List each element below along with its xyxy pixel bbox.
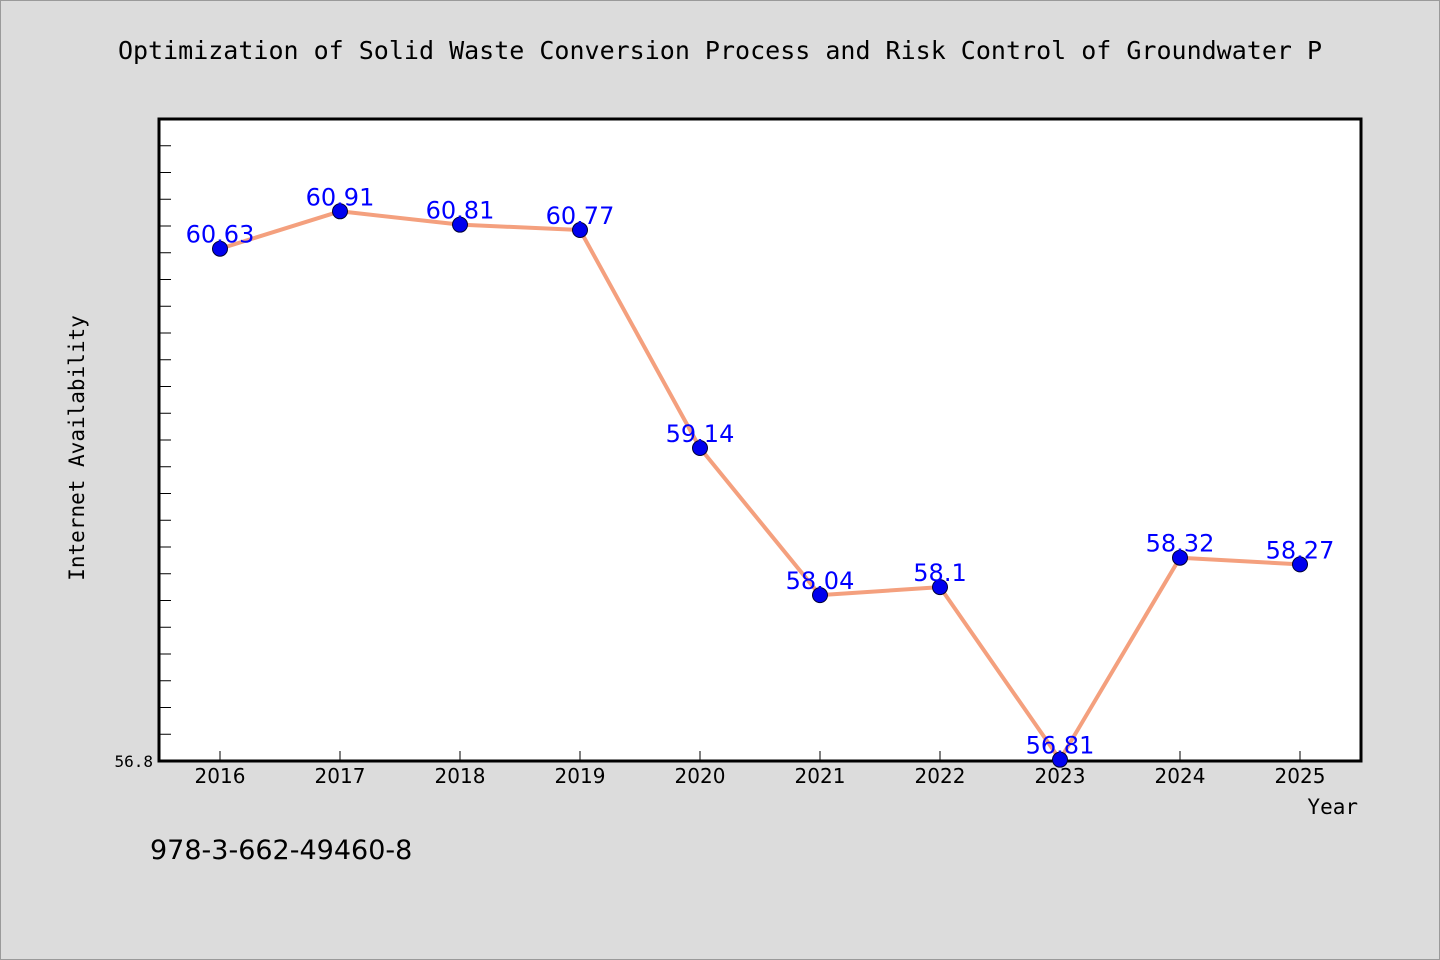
data-label: 56.81 xyxy=(1026,732,1095,760)
data-point xyxy=(812,587,828,604)
data-point xyxy=(452,216,468,233)
x-tick-label: 2021 xyxy=(795,764,846,788)
data-point xyxy=(572,222,588,239)
x-tick-label: 2018 xyxy=(435,764,486,788)
chart-title: Optimization of Solid Waste Conversion P… xyxy=(117,36,1323,65)
data-point xyxy=(212,240,228,257)
isbn-footer: 978-3-662-49460-8 xyxy=(150,835,413,866)
series-line xyxy=(219,209,1301,762)
y-tick-label: 56.8 xyxy=(114,752,153,771)
data-point xyxy=(1052,751,1068,768)
y-axis-ticks: 56.8 xyxy=(114,145,171,771)
plot-area xyxy=(157,117,1363,763)
x-tick-label: 2022 xyxy=(915,764,966,788)
data-label: 58.32 xyxy=(1146,530,1215,558)
y-axis-label: Internet Availability xyxy=(65,315,89,581)
data-point xyxy=(1172,549,1188,566)
data-point xyxy=(932,579,948,596)
data-point xyxy=(332,203,348,220)
x-tick-label: 2020 xyxy=(675,764,726,788)
x-tick-label: 2019 xyxy=(555,764,606,788)
series-group: 60.63 60.91 60.81 60.77 59.14 58.04 58.1 56.81 5… xyxy=(186,183,1335,768)
data-label: 58.27 xyxy=(1266,536,1335,564)
x-tick-label: 2017 xyxy=(315,764,366,788)
x-axis-label: Year xyxy=(1307,795,1358,819)
data-label: 58.04 xyxy=(786,567,855,595)
x-tick-label: 2023 xyxy=(1035,764,1086,788)
x-tick-label: 2016 xyxy=(195,764,246,788)
data-label: 58.1 xyxy=(913,559,966,587)
data-label: 59.14 xyxy=(666,420,735,448)
data-point xyxy=(1292,556,1308,573)
x-tick-label: 2024 xyxy=(1155,764,1206,788)
data-label: 60.91 xyxy=(306,183,375,211)
data-label: 60.77 xyxy=(546,202,615,230)
x-axis-ticks: 2016 2017 2018 2019 2020 2021 2022 2023 2024 2025 xyxy=(195,751,1326,788)
data-label: 60.81 xyxy=(426,197,495,225)
data-point xyxy=(692,440,708,457)
data-label: 60.63 xyxy=(186,221,255,249)
x-tick-label: 2025 xyxy=(1275,764,1326,788)
